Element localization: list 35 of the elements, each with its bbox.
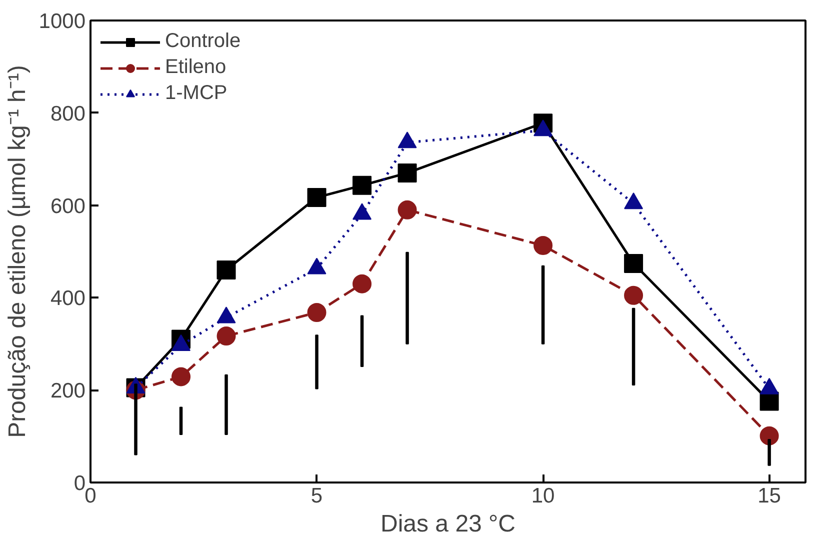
bar xyxy=(134,384,138,456)
bar xyxy=(360,315,364,368)
point xyxy=(307,303,326,322)
bar xyxy=(179,406,183,435)
point xyxy=(216,326,236,346)
y-tick-label: 800 xyxy=(50,102,86,126)
point xyxy=(534,236,553,255)
x-tick-label: 10 xyxy=(531,484,555,508)
point xyxy=(398,200,417,220)
bar xyxy=(315,334,318,390)
y-axis-title: Produção de etileno (µmol kg⁻¹ h⁻¹) xyxy=(4,65,31,438)
point xyxy=(307,188,326,207)
y-tick-label: 200 xyxy=(50,380,86,403)
y-tick-label: 400 xyxy=(50,287,86,310)
y-tick-label: 1000 xyxy=(38,10,86,33)
point xyxy=(398,163,417,182)
bar xyxy=(406,252,409,344)
bar xyxy=(224,374,228,435)
point xyxy=(216,260,236,280)
legend-label: Controle xyxy=(165,30,241,53)
legend-label: 1-MCP xyxy=(165,82,228,105)
y-tick-label: 600 xyxy=(50,194,86,218)
x-tick-label: 5 xyxy=(310,484,323,508)
point xyxy=(352,176,372,195)
bar xyxy=(632,308,636,386)
x-tick-label: 15 xyxy=(758,484,781,508)
point xyxy=(172,367,191,386)
legend-label: Etileno xyxy=(165,56,226,79)
x-axis-title: Dias a 23 °C xyxy=(380,510,516,538)
bar xyxy=(768,439,771,466)
point xyxy=(352,274,372,294)
point xyxy=(760,426,779,446)
point xyxy=(624,254,644,274)
point xyxy=(624,286,644,305)
bar xyxy=(541,265,545,344)
